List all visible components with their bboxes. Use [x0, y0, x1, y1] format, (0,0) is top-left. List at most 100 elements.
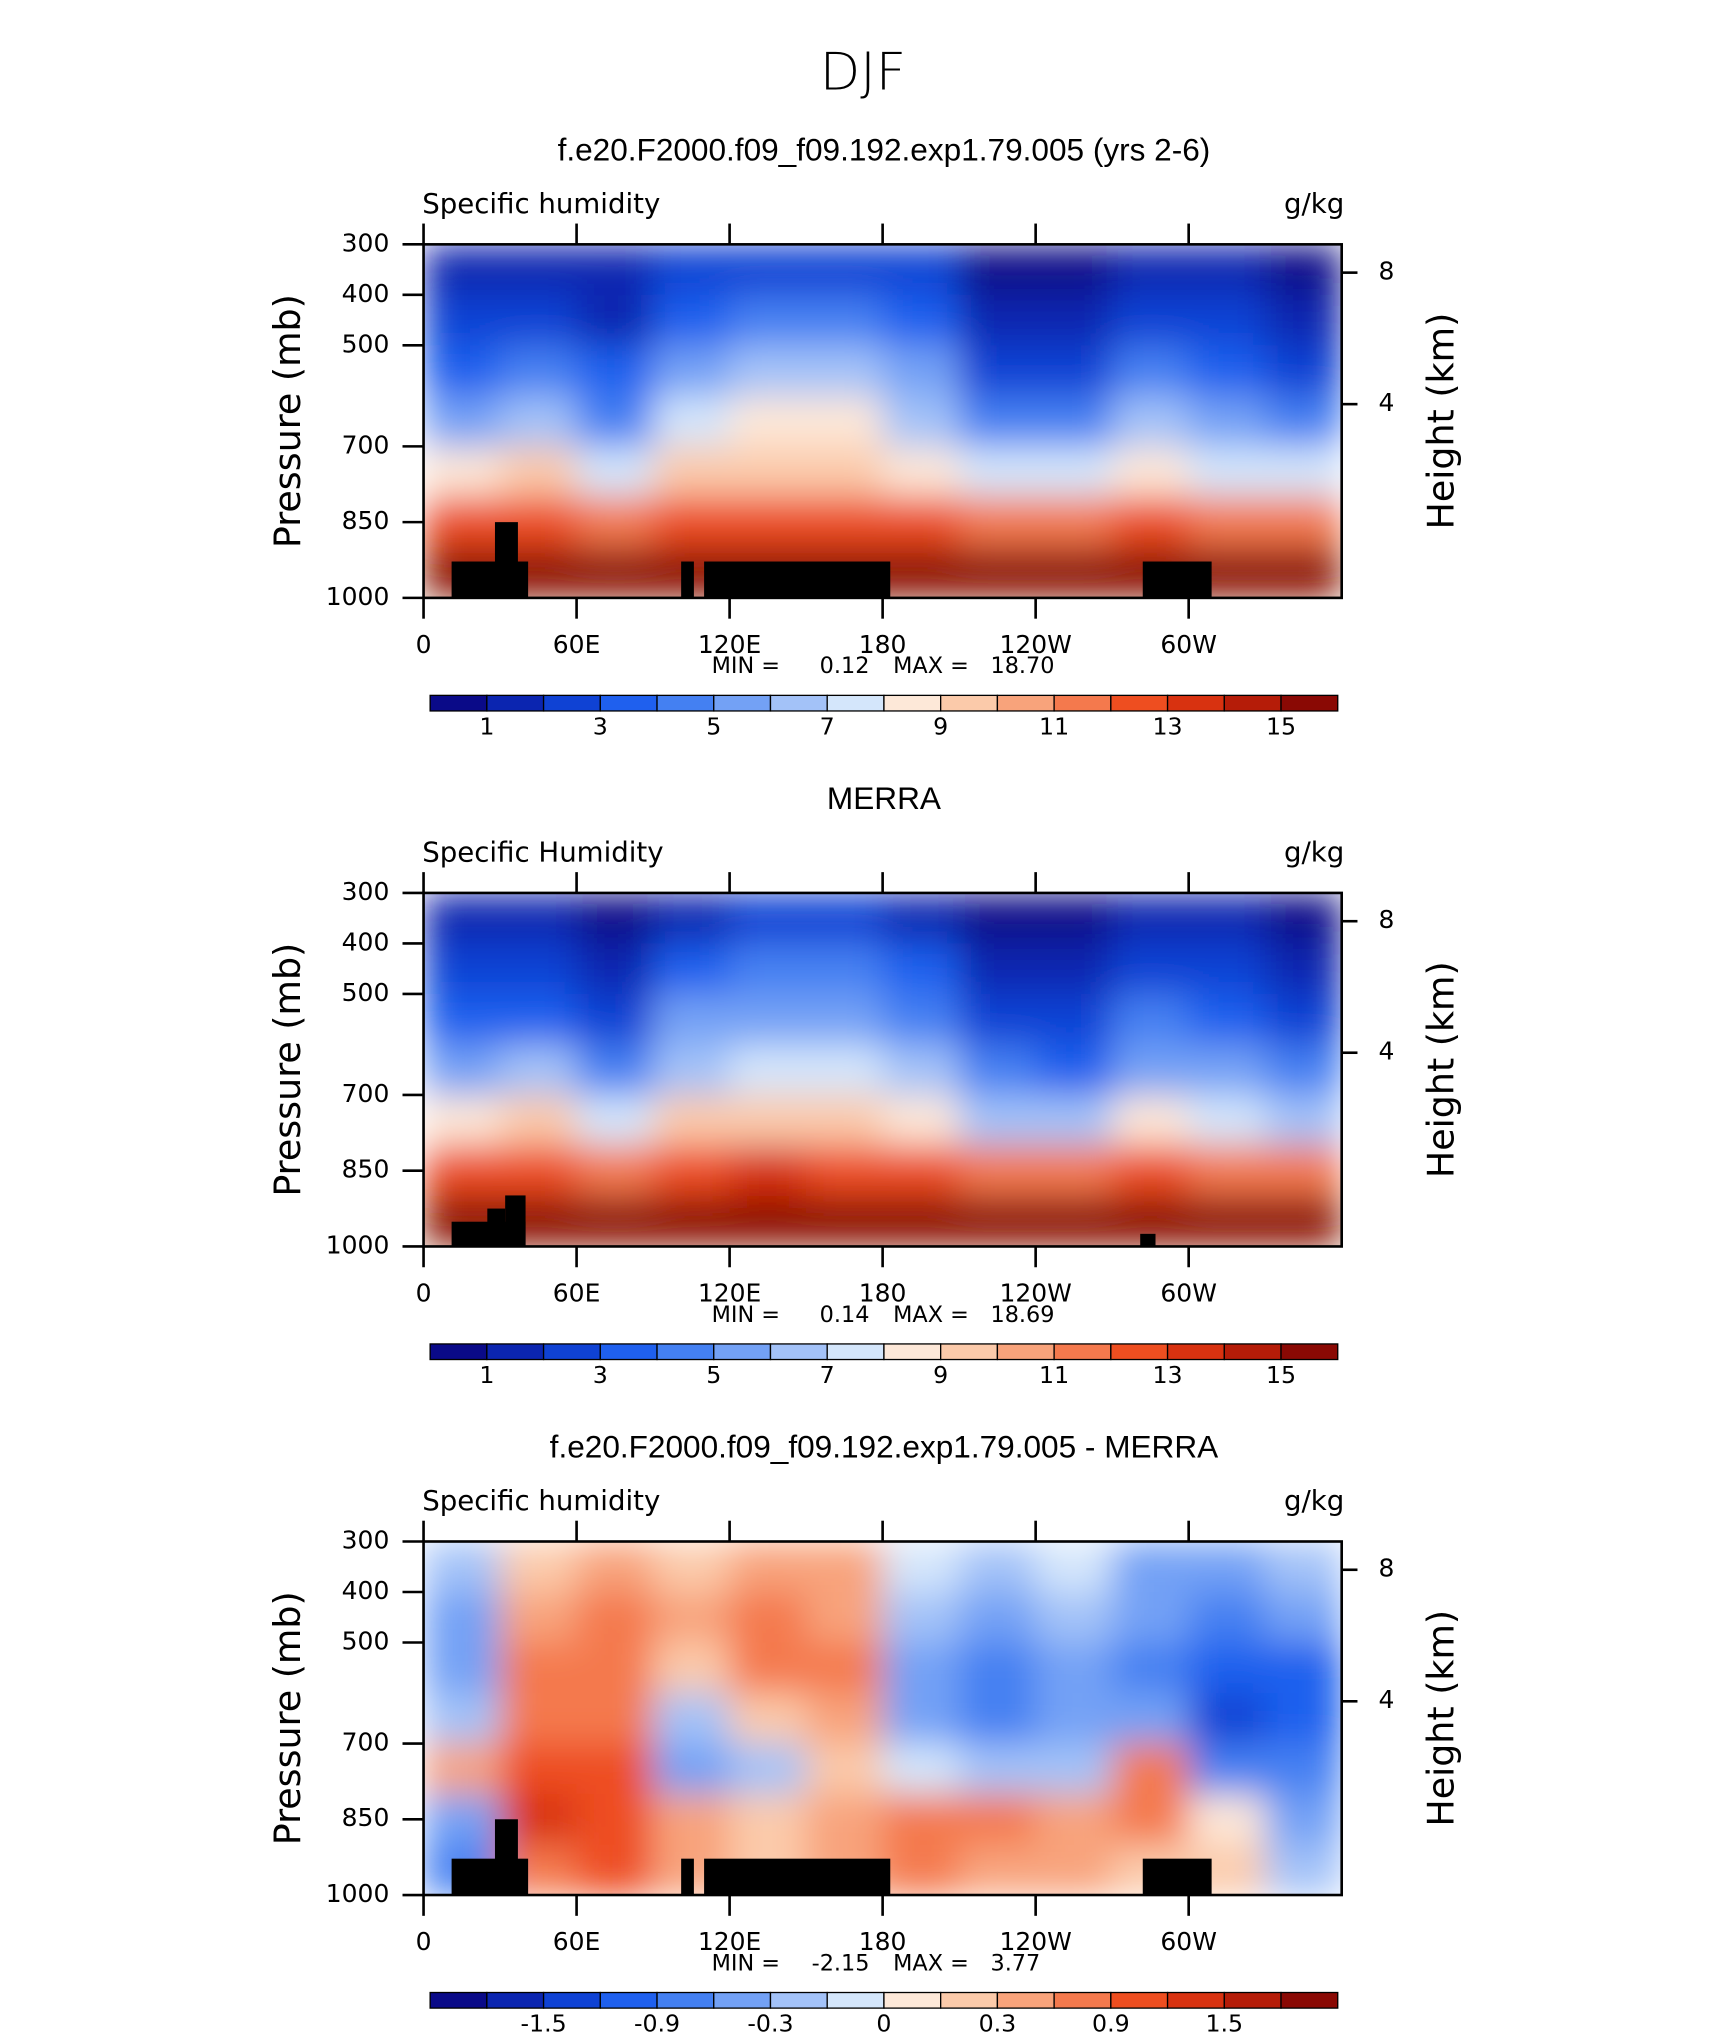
- min-text: MIN =: [712, 1950, 780, 1976]
- field-cell: [1265, 1145, 1342, 1197]
- field-cell: [1035, 1844, 1113, 1896]
- field-cell: [1188, 1094, 1266, 1147]
- field-cell: [1035, 1592, 1113, 1644]
- field-cell: [1035, 1693, 1113, 1745]
- colorbar-box: [486, 694, 545, 712]
- field-cell: [882, 1693, 960, 1745]
- field-cell: [1035, 446, 1113, 498]
- colorbar-label: 13: [1153, 1361, 1183, 1389]
- y-tick-label: 700: [342, 1079, 390, 1108]
- colorbar-label: 0.9: [1092, 2010, 1130, 2038]
- field-cell: [423, 892, 501, 945]
- colorbar-label: 1: [479, 712, 494, 740]
- y-tick-label: 500: [342, 1627, 390, 1656]
- field-cell: [1188, 1693, 1266, 1745]
- y-tick-label: 300: [342, 1526, 390, 1555]
- field-cell: [729, 1794, 807, 1846]
- x-tick-label: 60E: [553, 1927, 601, 1956]
- colorbar-label: 11: [1039, 1361, 1069, 1389]
- colorbar-box: [1280, 694, 1339, 712]
- field-cell: [423, 1743, 501, 1795]
- panel-title: f.e20.F2000.f09_f09.192.exp1.79.005 (yrs…: [558, 132, 1211, 167]
- colorbar-box: [713, 1991, 772, 2009]
- colorbar-box: [940, 1991, 999, 2009]
- x-tick-label: 120W: [999, 1279, 1071, 1308]
- colorbar-label: 1.5: [1205, 2010, 1243, 2038]
- y2-tick-label: 8: [1379, 1554, 1395, 1583]
- y-tick-label: 1000: [326, 1879, 390, 1908]
- field-cell: [500, 943, 578, 995]
- field-cell: [959, 1642, 1037, 1694]
- field-cell: [1188, 345, 1266, 397]
- colorbar-box: [1053, 1991, 1112, 2009]
- y2-axis-label: Height (km): [1419, 313, 1462, 530]
- field-cell: [1112, 1642, 1190, 1694]
- field-cell: [1188, 496, 1266, 549]
- x-tick-label: 0: [416, 1927, 432, 1956]
- field-cell: [423, 1642, 501, 1694]
- field-cell: [576, 1844, 654, 1896]
- field-cell: [806, 1592, 884, 1644]
- y-tick-label: 300: [342, 877, 390, 906]
- field-cell: [1265, 1044, 1342, 1096]
- colorbar-box: [713, 694, 772, 712]
- field-cell: [729, 294, 807, 347]
- field-cell: [500, 993, 578, 1046]
- x-tick-label: 180: [859, 1279, 907, 1308]
- field-cell: [576, 294, 654, 347]
- field-cell: [1265, 395, 1342, 448]
- y-axis-label: Pressure (mb): [266, 294, 309, 548]
- field-cell: [1112, 943, 1190, 995]
- field-cell: [1035, 993, 1113, 1046]
- field-cell: [959, 1195, 1037, 1247]
- field-cell: [653, 1094, 731, 1147]
- field-cell: [882, 294, 960, 347]
- field-cell: [1265, 1743, 1342, 1795]
- field: [423, 1541, 1342, 1896]
- x-tick-label: 60W: [1160, 1279, 1216, 1308]
- y2-tick-label: 4: [1379, 388, 1395, 417]
- field-cell: [959, 446, 1037, 498]
- y-tick-label: 850: [342, 1803, 390, 1832]
- field-cell: [959, 294, 1037, 347]
- field-clip: [423, 244, 1342, 598]
- field-cell: [1112, 496, 1190, 549]
- field-cell: [653, 892, 731, 945]
- colorbar-box: [1223, 694, 1282, 712]
- field-cell: [1035, 943, 1113, 995]
- y-tick-label: 700: [342, 430, 390, 459]
- field-cell: [653, 1743, 731, 1795]
- y-tick-label: 1000: [326, 582, 390, 611]
- field-cell: [1265, 1195, 1342, 1247]
- field-cell: [882, 1794, 960, 1846]
- field-cell: [1112, 1541, 1190, 1593]
- field-cell: [423, 1094, 501, 1147]
- field-cell: [423, 1693, 501, 1745]
- field-cell: [959, 496, 1037, 549]
- field-cell: [959, 1794, 1037, 1846]
- field-cell: [576, 1541, 654, 1593]
- field-cell: [959, 1145, 1037, 1197]
- colorbar-box: [599, 694, 658, 712]
- field-cell: [1188, 892, 1266, 945]
- colorbar-box: [599, 1343, 658, 1361]
- figure-title: DJF: [820, 42, 906, 103]
- min-value: 0.14: [820, 1302, 870, 1328]
- terrain: [505, 1195, 526, 1247]
- y-tick-label: 500: [342, 329, 390, 358]
- colorbar-box: [826, 1991, 885, 2009]
- field-cell: [576, 1195, 654, 1247]
- field-cell: [1188, 1044, 1266, 1096]
- field: [423, 892, 1342, 1247]
- y-tick-label: 700: [342, 1728, 390, 1757]
- colorbar-box: [713, 1343, 772, 1361]
- variable-name: Specific humidity: [422, 189, 660, 220]
- field-cell: [1188, 1794, 1266, 1846]
- field-cell: [729, 1592, 807, 1644]
- x-tick-label: 0: [416, 630, 432, 659]
- field-cell: [882, 345, 960, 397]
- colorbar-label: 9: [933, 712, 948, 740]
- field-cell: [423, 294, 501, 347]
- field-cell: [1188, 1195, 1266, 1247]
- field-cell: [500, 1592, 578, 1644]
